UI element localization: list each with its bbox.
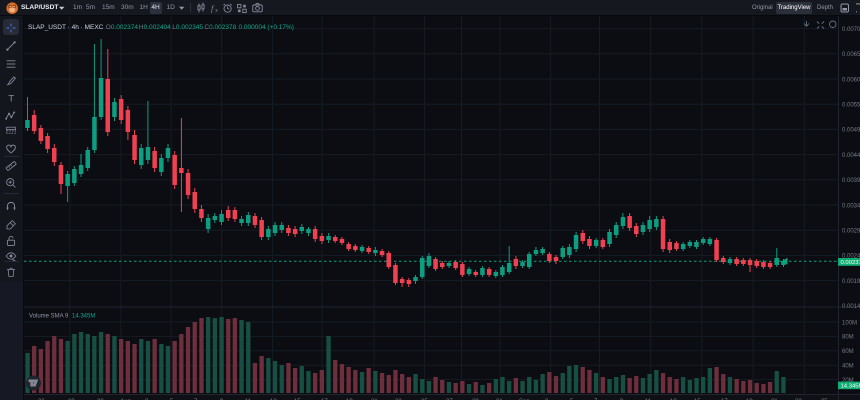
svg-text:0.00495: 0.00495: [842, 128, 860, 134]
svg-text:x: x: [215, 8, 218, 14]
svg-text:14.345M: 14.345M: [841, 384, 860, 390]
svg-text:Volume SMA 9: Volume SMA 9: [29, 314, 69, 320]
svg-text:0.00195: 0.00195: [842, 279, 860, 285]
svg-text:14.345M: 14.345M: [72, 314, 95, 320]
svg-text:C0.002378: C0.002378: [204, 24, 236, 31]
svg-text:0.00295: 0.00295: [842, 229, 860, 235]
svg-text:40M: 40M: [842, 364, 854, 370]
svg-text:L0.002345: L0.002345: [172, 24, 203, 31]
svg-text:20M: 20M: [842, 378, 854, 384]
svg-text:0.00345: 0.00345: [842, 203, 860, 209]
svg-text:0.002378: 0.002378: [841, 260, 860, 266]
svg-text:SLAP_USDT · 4h · MEXC: SLAP_USDT · 4h · MEXC: [28, 24, 104, 31]
svg-text:0.000004 (+0.17%): 0.000004 (+0.17%): [239, 24, 294, 31]
svg-text:0.00445: 0.00445: [842, 153, 860, 159]
svg-text:0.00145: 0.00145: [842, 304, 860, 310]
svg-text:0.00245: 0.00245: [842, 254, 860, 260]
svg-text:T: T: [8, 93, 14, 104]
svg-text:0.00395: 0.00395: [842, 178, 860, 184]
svg-text:f: f: [211, 3, 215, 13]
svg-text:80M: 80M: [842, 335, 854, 341]
svg-text:100M: 100M: [842, 320, 857, 326]
svg-text:60M: 60M: [842, 349, 854, 355]
svg-text:H0.002404: H0.002404: [139, 24, 171, 31]
svg-text:O0.002374: O0.002374: [106, 24, 139, 31]
